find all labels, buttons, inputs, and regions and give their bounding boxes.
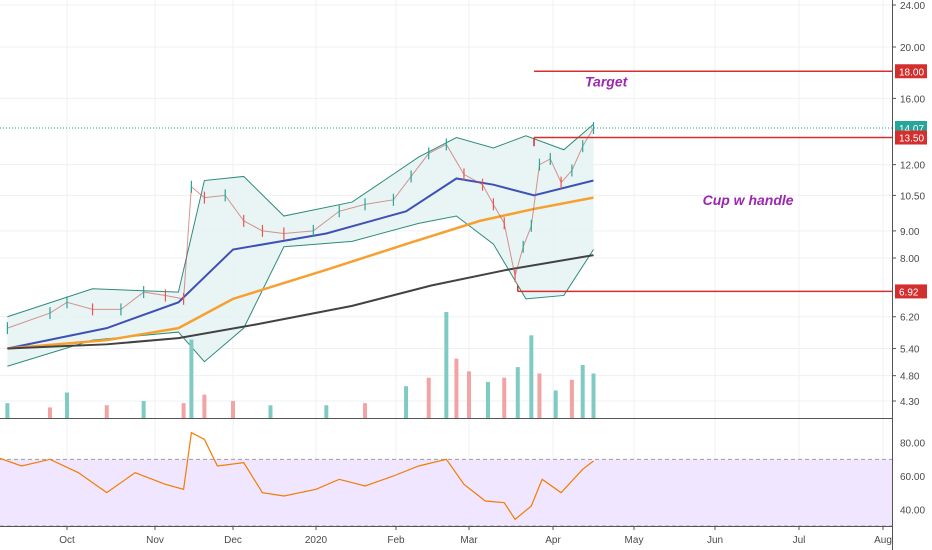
rsi-line — [0, 431, 594, 521]
price-bars — [6, 121, 595, 335]
time-axis[interactable]: Oct Nov Dec 2020 Feb Mar Apr May Jun Jul Aug — [0, 526, 892, 546]
time-tick-label: Aug — [874, 535, 892, 546]
volume-bar — [231, 401, 235, 418]
price-tick-label: 10.50 — [900, 191, 925, 202]
volume-bar — [5, 403, 10, 418]
rsi-tick-label: 80.00 — [900, 439, 925, 450]
price-tick: 6.20 — [892, 313, 920, 324]
price-tick-label: 9.00 — [900, 227, 920, 238]
price-tick-label: 20.00 — [900, 43, 925, 54]
price-tick-label: 24.00 — [900, 1, 925, 12]
annotation-cup-with-handle: Cup w handle — [703, 192, 794, 208]
time-tick-label: Jun — [707, 535, 723, 546]
annotation-target-text: Target — [585, 74, 629, 90]
volume-bar — [404, 386, 409, 418]
price-tick: 8.00 — [892, 254, 920, 265]
volume-bar — [426, 377, 431, 418]
price-tick: 10.50 — [892, 191, 925, 202]
time-tick-label: 2020 — [305, 535, 328, 546]
price-tick: 13.50 — [895, 130, 927, 145]
time-tick-label: Feb — [387, 535, 405, 546]
volume-bar — [444, 312, 449, 418]
price-tick-label: 6.20 — [900, 313, 920, 324]
volume-bar — [363, 403, 368, 418]
volume-bar — [485, 381, 490, 418]
time-tick-label: Jul — [793, 535, 806, 546]
price-tick: 4.80 — [892, 372, 920, 383]
price-tick-label: 4.80 — [900, 372, 920, 383]
rsi-band — [0, 459, 892, 526]
rsi-tick-label: 60.00 — [900, 472, 925, 483]
price-tick-label: 4.30 — [900, 397, 920, 408]
price-tick: 4.30 — [892, 397, 920, 408]
volume-bar — [324, 405, 329, 418]
moving-average-line — [7, 177, 594, 350]
volume-bar — [553, 390, 558, 418]
price-tick: 12.00 — [892, 161, 925, 172]
volume-bar — [467, 371, 471, 418]
volume-bar — [454, 358, 459, 418]
price-tick: 5.40 — [892, 345, 920, 356]
price-tag — [895, 284, 927, 299]
volume-bar — [537, 373, 542, 418]
price-tag-label: 14.07 — [899, 124, 924, 135]
price-tick: 24.00 — [892, 1, 925, 12]
price-tick-label: 16.00 — [900, 94, 925, 105]
time-tick-label: May — [625, 535, 644, 546]
price-tag — [895, 130, 927, 145]
price-tag-label: 13.50 — [899, 134, 924, 145]
price-tick-label: 5.40 — [900, 345, 920, 356]
time-tick-label: Apr — [545, 535, 561, 546]
volume-bar — [580, 365, 585, 418]
bollinger-upper — [7, 123, 594, 318]
volume-bar — [502, 377, 507, 418]
price-tick: 9.00 — [892, 227, 920, 238]
volume-bar — [529, 335, 534, 418]
time-tick-label: Oct — [59, 535, 75, 546]
volume-bar — [202, 394, 207, 418]
price-tick: 16.00 — [892, 94, 925, 105]
price-tag-label: 18.00 — [899, 67, 924, 78]
time-tick-label: Nov — [146, 535, 164, 546]
price-tag — [895, 64, 927, 79]
bollinger-lower — [7, 215, 594, 367]
price-line — [7, 127, 594, 329]
volume-bars — [5, 312, 596, 418]
moving-average-line — [7, 254, 594, 350]
rsi-tick-label: 40.00 — [900, 505, 925, 516]
price-tick: 18.00 — [895, 64, 927, 79]
price-tag-label: 6.92 — [899, 287, 919, 298]
volume-bar — [591, 373, 596, 418]
annotation-cup-text: Cup w handle — [703, 192, 794, 208]
rsi-pane — [0, 431, 892, 527]
volume-bar — [515, 367, 520, 418]
time-tick-label: Dec — [224, 535, 242, 546]
volume-bar — [65, 392, 69, 418]
horizontal-levels — [0, 70, 892, 293]
price-tick-label: 8.00 — [900, 254, 920, 265]
volume-bar — [569, 379, 574, 418]
volume-bar — [189, 339, 194, 418]
volume-bar — [268, 405, 273, 418]
volume-bar — [181, 403, 186, 418]
price-tick: 6.92 — [895, 284, 927, 299]
price-tick: 20.00 — [892, 43, 925, 54]
price-tick-label: 12.00 — [900, 161, 925, 172]
volume-bar — [141, 401, 146, 418]
annotation-target: Target — [585, 74, 629, 90]
moving-averages — [7, 177, 594, 350]
moving-average-line — [7, 196, 594, 350]
volume-bar — [47, 407, 52, 418]
volume-bar — [104, 405, 109, 418]
time-tick-label: Mar — [460, 535, 478, 546]
